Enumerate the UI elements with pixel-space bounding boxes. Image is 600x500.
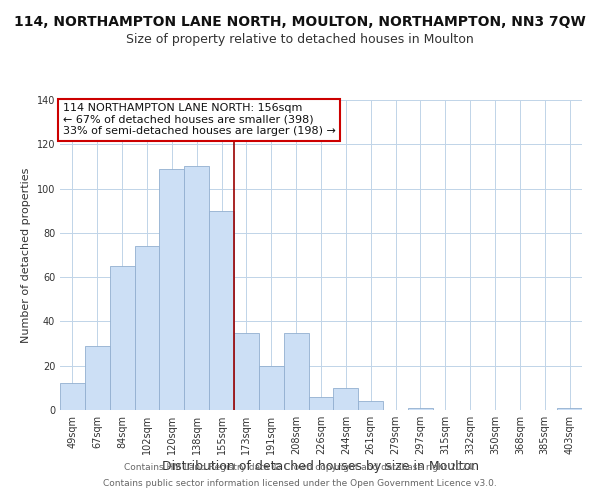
- Bar: [334, 388, 358, 410]
- Bar: [358, 401, 383, 410]
- Bar: [134, 246, 160, 410]
- Bar: [85, 346, 110, 410]
- Text: Size of property relative to detached houses in Moulton: Size of property relative to detached ho…: [126, 32, 474, 46]
- Bar: [209, 210, 234, 410]
- Text: 114, NORTHAMPTON LANE NORTH, MOULTON, NORTHAMPTON, NN3 7QW: 114, NORTHAMPTON LANE NORTH, MOULTON, NO…: [14, 15, 586, 29]
- Text: 114 NORTHAMPTON LANE NORTH: 156sqm
← 67% of detached houses are smaller (398)
33: 114 NORTHAMPTON LANE NORTH: 156sqm ← 67%…: [62, 103, 335, 136]
- Y-axis label: Number of detached properties: Number of detached properties: [21, 168, 31, 342]
- Bar: [557, 408, 582, 410]
- Text: Contains public sector information licensed under the Open Government Licence v3: Contains public sector information licen…: [103, 478, 497, 488]
- Bar: [284, 332, 308, 410]
- Bar: [160, 168, 184, 410]
- Bar: [408, 408, 433, 410]
- Bar: [308, 396, 334, 410]
- Bar: [184, 166, 209, 410]
- X-axis label: Distribution of detached houses by size in Moulton: Distribution of detached houses by size …: [163, 460, 479, 473]
- Bar: [259, 366, 284, 410]
- Bar: [110, 266, 134, 410]
- Bar: [234, 332, 259, 410]
- Text: Contains HM Land Registry data © Crown copyright and database right 2024.: Contains HM Land Registry data © Crown c…: [124, 464, 476, 472]
- Bar: [60, 384, 85, 410]
